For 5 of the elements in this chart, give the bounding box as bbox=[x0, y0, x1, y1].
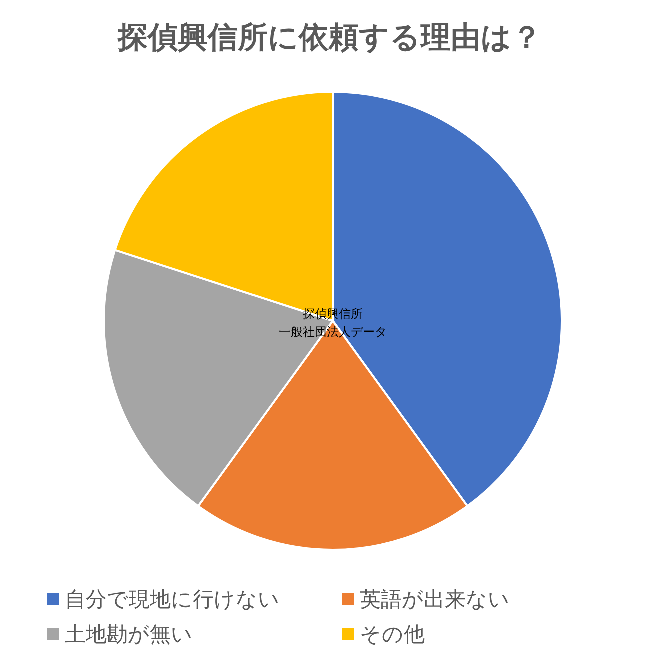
legend-label: 自分で現地に行けない bbox=[65, 588, 280, 612]
legend-label: 英語が出来ない bbox=[360, 588, 510, 612]
chart-title: 探偵興信所に依頼する理由は？ bbox=[117, 20, 542, 56]
legend-label: 土地勘が無い bbox=[65, 622, 193, 646]
legend-label: その他 bbox=[360, 622, 425, 646]
